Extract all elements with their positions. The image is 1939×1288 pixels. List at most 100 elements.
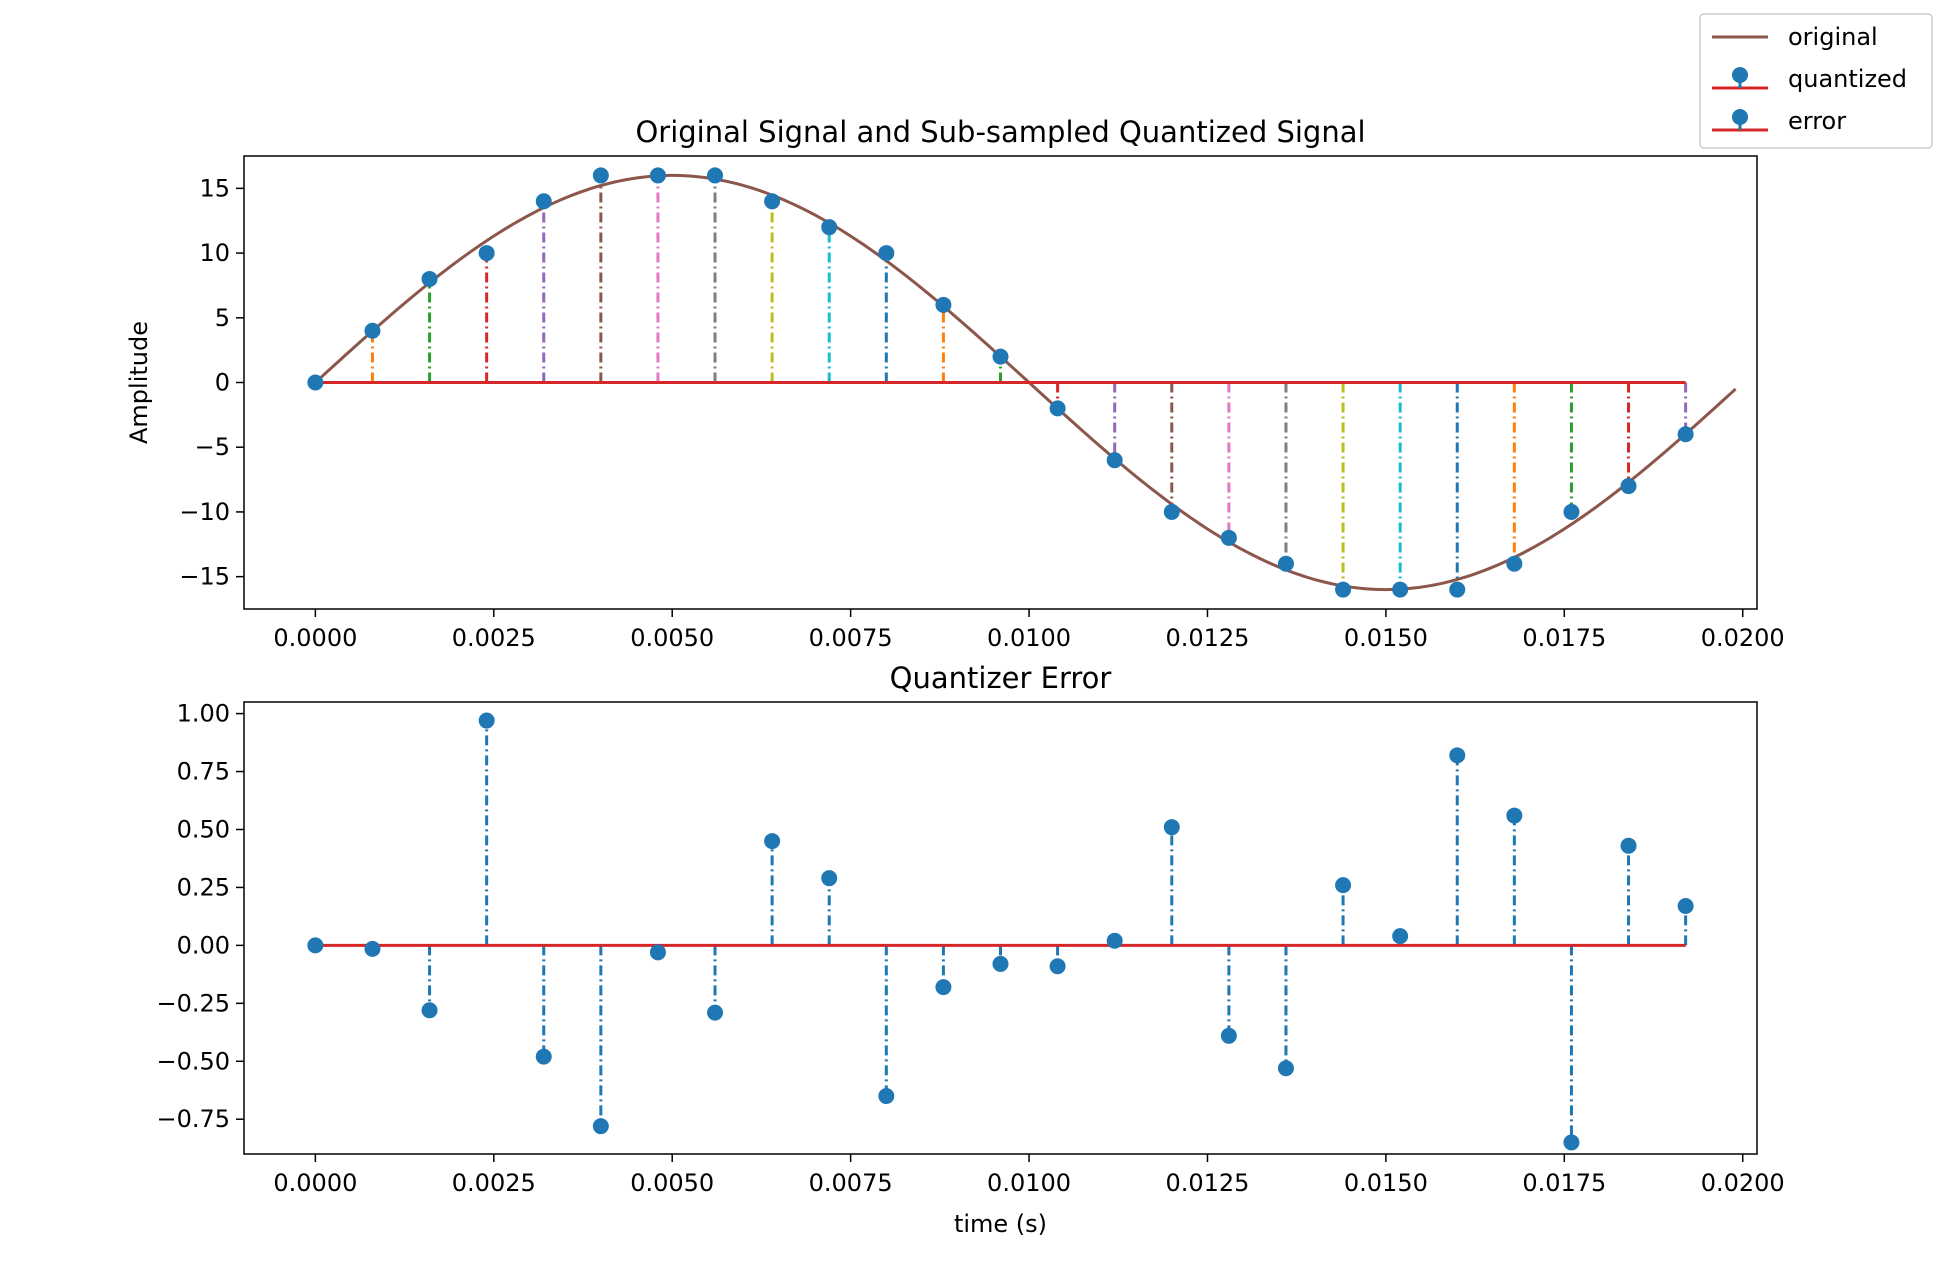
error-x-tick-label: 0.0200 xyxy=(1701,1169,1785,1197)
legend-box xyxy=(1699,13,1933,149)
signal-x-tick-label: 0.0000 xyxy=(273,624,357,652)
error-x-tick-label: 0.0025 xyxy=(452,1169,536,1197)
quantized-marker xyxy=(1506,555,1523,572)
quantized-marker xyxy=(307,374,324,391)
signal-chart: Original Signal and Sub-sampled Quantize… xyxy=(125,115,1785,652)
signal-x-tick-label: 0.0050 xyxy=(630,624,714,652)
legend-label-original: original xyxy=(1788,23,1878,51)
legend-marker-mark xyxy=(1732,67,1748,83)
error-x-tick-label: 0.0175 xyxy=(1522,1169,1606,1197)
error-marker xyxy=(1449,747,1466,764)
error-y-tick-label: 0.50 xyxy=(177,815,230,843)
error-chart-x-axis-label: time (s) xyxy=(954,1210,1047,1238)
quantized-marker xyxy=(1677,426,1694,443)
quantized-marker xyxy=(992,348,1009,365)
legend: original quantized error xyxy=(1699,13,1933,149)
error-chart-title: Quantizer Error xyxy=(890,661,1112,695)
quantized-marker xyxy=(1620,478,1637,495)
error-marker xyxy=(1677,897,1694,914)
error-marker xyxy=(764,833,781,850)
quantized-marker xyxy=(821,219,838,236)
signal-chart-title: Original Signal and Sub-sampled Quantize… xyxy=(635,115,1365,149)
error-y-tick-label: −0.50 xyxy=(156,1047,230,1075)
signal-x-tick-label: 0.0025 xyxy=(452,624,536,652)
signal-plot-area: 0.0000 0.0025 0.0050 0.0075 0.0100 0.0125 0.01… xyxy=(179,155,1785,652)
legend-marker-mark xyxy=(1732,109,1748,125)
error-chart: Quantizer Error time (s) 0.0000 0.0025 0.0… xyxy=(156,661,1784,1238)
signal-y-tick-label: 15 xyxy=(199,174,230,202)
error-marker xyxy=(1506,807,1523,824)
signal-y-tick-label: −5 xyxy=(195,433,230,461)
quantized-marker xyxy=(649,167,666,184)
quantized-marker xyxy=(1563,503,1580,520)
error-marker xyxy=(821,870,838,887)
signal-x-tick-label: 0.0075 xyxy=(809,624,893,652)
signal-x-tick-label: 0.0100 xyxy=(987,624,1071,652)
quantized-marker xyxy=(1335,581,1352,598)
error-marker xyxy=(307,937,324,954)
signal-y-tick-label: 0 xyxy=(215,369,230,397)
quantized-marker xyxy=(421,270,438,287)
error-marker xyxy=(1563,1134,1580,1151)
legend-swatch-error xyxy=(1712,109,1768,132)
quantized-marker xyxy=(1106,452,1123,469)
error-x-tick-label: 0.0075 xyxy=(809,1169,893,1197)
quantized-marker xyxy=(1049,400,1066,417)
quantized-marker xyxy=(935,296,952,313)
error-plot-area: 0.0000 0.0025 0.0050 0.0075 0.0100 0.0125 0.01… xyxy=(156,700,1784,1197)
signal-chart-y-axis-label: Amplitude xyxy=(125,321,153,444)
error-marker xyxy=(1163,819,1180,836)
signal-frame xyxy=(243,155,1758,610)
error-x-tick-label: 0.0125 xyxy=(1165,1169,1249,1197)
error-y-tick-label: −0.25 xyxy=(156,989,230,1017)
legend-swatch-quantized xyxy=(1712,67,1768,90)
signal-x-tick-label: 0.0175 xyxy=(1522,624,1606,652)
error-x-tick-label: 0.0000 xyxy=(273,1169,357,1197)
error-marker xyxy=(649,944,666,961)
error-marker xyxy=(592,1118,609,1135)
error-y-tick-label: 0.25 xyxy=(177,873,230,901)
error-marker xyxy=(364,940,381,957)
error-marker xyxy=(478,712,495,729)
quantized-marker xyxy=(592,167,609,184)
quantized-marker xyxy=(1277,555,1294,572)
signal-y-tick-label: 5 xyxy=(215,304,230,332)
error-x-tick-label: 0.0100 xyxy=(987,1169,1071,1197)
error-x-tick-label: 0.0150 xyxy=(1344,1169,1428,1197)
error-marker xyxy=(1392,928,1409,945)
error-marker xyxy=(535,1048,552,1065)
quantized-marker xyxy=(1392,581,1409,598)
quantized-marker xyxy=(878,245,895,262)
quantized-marker xyxy=(1449,581,1466,598)
quantized-marker xyxy=(535,193,552,210)
error-marker xyxy=(878,1088,895,1105)
error-marker xyxy=(421,1002,438,1019)
signal-y-tick-label: −15 xyxy=(179,563,230,591)
legend-label-quantized: quantized xyxy=(1788,65,1907,93)
error-marker xyxy=(935,979,952,996)
error-marker xyxy=(1335,877,1352,894)
quantized-marker xyxy=(1163,503,1180,520)
quantized-marker xyxy=(707,167,724,184)
error-marker xyxy=(1220,1027,1237,1044)
error-marker xyxy=(1049,958,1066,975)
error-y-tick-label: 0.75 xyxy=(177,758,230,786)
error-y-tick-label: 1.00 xyxy=(177,700,230,728)
signal-x-tick-label: 0.0125 xyxy=(1165,624,1249,652)
original-signal-line xyxy=(314,173,1737,592)
quantized-marker xyxy=(364,322,381,339)
quantized-marker xyxy=(764,193,781,210)
error-x-tick-label: 0.0050 xyxy=(630,1169,714,1197)
signal-x-tick-label: 0.0200 xyxy=(1701,624,1785,652)
error-marker xyxy=(707,1004,724,1021)
legend-label-error: error xyxy=(1788,107,1846,135)
error-y-tick-label: 0.00 xyxy=(177,931,230,959)
error-marker xyxy=(992,955,1009,972)
error-frame xyxy=(243,701,1758,1155)
quantized-marker xyxy=(478,245,495,262)
error-marker xyxy=(1106,932,1123,949)
error-marker xyxy=(1277,1060,1294,1077)
signal-y-tick-label: −10 xyxy=(179,498,230,526)
